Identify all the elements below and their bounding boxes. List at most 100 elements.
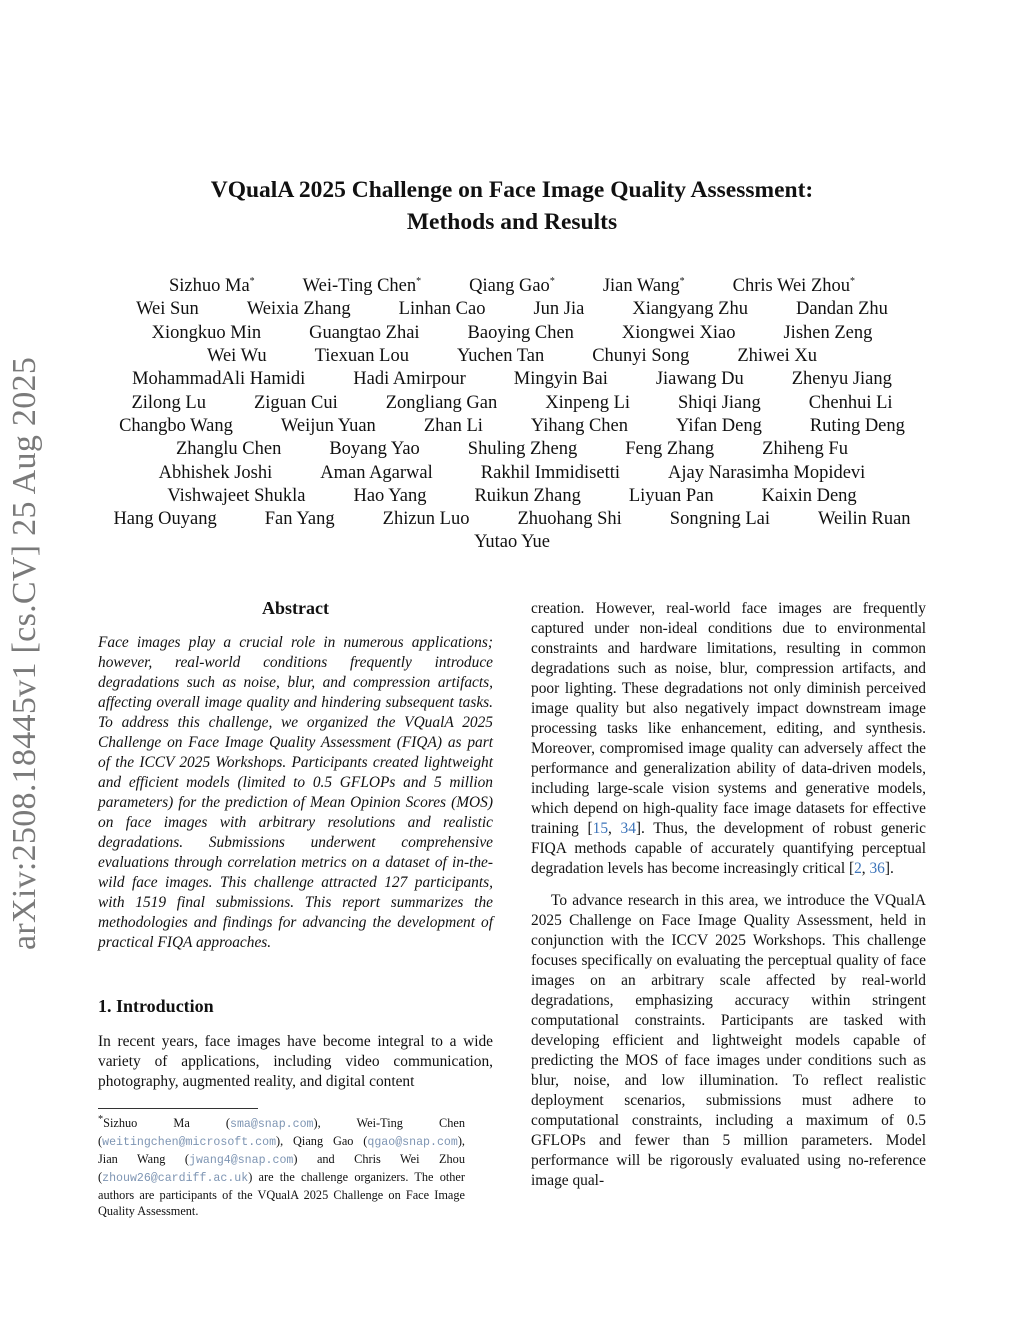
author-name: Hao Yang: [353, 485, 427, 506]
author-list: Sizhuo Ma* Wei-Ting Chen* Qiang Gao* Jian W…: [0, 270, 1024, 555]
email-link[interactable]: sma@snap.com: [230, 1118, 314, 1132]
author-name: Sizhuo Ma*: [168, 276, 255, 297]
intro-paragraph-continued: creation. However, real-world face image…: [531, 599, 926, 879]
author-name: Ruting Deng: [809, 415, 905, 436]
author-name: Jian Wang*: [602, 276, 685, 297]
right-column: creation. However, real-world face image…: [531, 599, 926, 1191]
text: ), Qiang Gao (: [276, 1134, 368, 1149]
text: ].: [884, 860, 894, 877]
email-link[interactable]: jwang4@snap.com: [189, 1154, 294, 1168]
author-name: Rakhil Immidisetti: [480, 462, 621, 483]
abstract-text: Face images play a crucial role in numer…: [98, 634, 493, 951]
author-name: Yifan Deng: [676, 415, 762, 436]
author-name: Jishen Zeng: [783, 322, 873, 343]
author-name: Songning Lai: [669, 509, 771, 530]
abstract-heading: Abstract: [262, 598, 329, 618]
email-link[interactable]: zhouw26@cardiff.ac.uk: [102, 1172, 249, 1186]
author-name: Zhuohang Shi: [517, 509, 622, 530]
email-link[interactable]: weitingchen@microsoft.com: [102, 1136, 277, 1150]
author-name: Yuchen Tan: [456, 346, 545, 367]
author-name: Shiqi Jiang: [678, 392, 761, 413]
text: Sizhuo Ma (: [103, 1116, 230, 1131]
author-name: Xiongkuo Min: [151, 322, 262, 343]
footnote: *Sizhuo Ma (sma@snap.com), Wei-Ting Chen…: [98, 1108, 465, 1219]
author-name: Linhan Cao: [398, 299, 486, 320]
author-name: Feng Zhang: [625, 439, 715, 460]
author-name: Changbo Wang: [119, 415, 233, 436]
footnote-mark: *: [98, 1114, 104, 1125]
author-name: Zhan Li: [423, 415, 483, 436]
author-name: Xiongwei Xiao: [621, 322, 736, 343]
author-name: Xinpeng Li: [545, 392, 631, 413]
section-heading-introduction: 1. Introduction: [98, 996, 214, 1016]
title-line: VQualA 2025 Challenge on Face Image Qual…: [210, 177, 814, 203]
author-name: Wei Sun: [136, 299, 199, 320]
author-name: Ruikun Zhang: [474, 485, 581, 506]
text: ,: [608, 820, 621, 837]
footnote-rule: [98, 1108, 258, 1109]
author-name: Jun Jia: [533, 299, 585, 320]
author-name: Chenhui Li: [808, 392, 893, 413]
text: ), Jian Wang (: [98, 1134, 465, 1167]
organizer-mark: *: [416, 276, 422, 287]
organizer-mark: *: [850, 276, 855, 287]
author-name: Hadi Amirpour: [353, 369, 466, 390]
author-name: Wei-Ting Chen*: [302, 276, 422, 297]
organizer-mark: *: [679, 276, 685, 287]
text: ), Wei-Ting Chen (: [98, 1116, 466, 1149]
author-name: Qiang Gao*: [469, 276, 555, 297]
author-name: Ajay Narasimha Mopidevi: [668, 462, 866, 483]
left-column: Abstract Face images play a crucial role…: [98, 597, 493, 1092]
author-name: MohammadAli Hamidi: [132, 369, 306, 390]
author-row: Sizhuo Ma* Wei-Ting Chen* Qiang Gao* Jian W…: [0, 270, 1024, 298]
author-name: Guangtao Zhai: [309, 322, 420, 343]
email-link[interactable]: qgao@snap.com: [367, 1136, 458, 1150]
author-name: Mingyin Bai: [513, 369, 608, 390]
text: ) are the challenge organizers. The othe…: [98, 1170, 465, 1219]
author-row: Xiongkuo Min Guangtao Zhai Baoying Chen Xio…: [0, 322, 1024, 345]
author-name: Fan Yang: [264, 509, 335, 530]
author-name: Zhenyu Jiang: [791, 369, 892, 390]
author-name: Boyang Yao: [329, 439, 420, 460]
author-name: Kaixin Deng: [761, 485, 857, 506]
author-name: Zhanglu Chen: [176, 439, 282, 460]
author-name: Vishwajeet Shukla: [167, 485, 306, 506]
author-name: Chris Wei Zhou*: [732, 276, 855, 297]
author-name: Abhishek Joshi: [158, 462, 273, 483]
author-name: Weijun Yuan: [280, 415, 376, 436]
citation-link[interactable]: 34: [620, 820, 636, 837]
author-name: Zhizun Luo: [382, 509, 470, 530]
text: ,: [861, 860, 870, 877]
author-row: Hang Ouyang Fan Yang Zhizun Luo Zhuohang Sh…: [0, 508, 1024, 531]
text: ) and Chris Wei Zhou (: [98, 1152, 465, 1185]
author-name: Jiawang Du: [655, 369, 744, 390]
author-row: Wei Sun Weixia Zhang Linhan Cao Jun Jia Xian…: [0, 298, 1024, 321]
title-line: Methods and Results: [406, 209, 618, 235]
author-name: Baoying Chen: [467, 322, 574, 343]
author-row: Zilong Lu Ziguan Cui Zongliang Gan Xinpeng …: [0, 392, 1024, 415]
citation-link[interactable]: 15: [592, 820, 609, 837]
author-name: Zhiheng Fu: [762, 439, 848, 460]
citation-link[interactable]: 2: [854, 860, 862, 877]
author-name: Xiangyang Zhu: [632, 299, 748, 320]
author-name: Ziguan Cui: [253, 392, 338, 413]
author-row: MohammadAli Hamidi Hadi Amirpour Mingyin B…: [0, 368, 1024, 391]
author-name: Shuling Zheng: [467, 439, 578, 460]
author-name: Tiexuan Lou: [314, 346, 409, 367]
citation-link[interactable]: 36: [869, 860, 885, 877]
author-row: Yutao Yue: [0, 531, 1024, 554]
author-row: Zhanglu Chen Boyang Yao Shuling Zheng Feng …: [0, 438, 1024, 461]
author-name: Zilong Lu: [131, 392, 206, 413]
author-row: Vishwajeet Shukla Hao Yang Ruikun Zhang Liy…: [0, 485, 1024, 508]
author-name: Weilin Ruan: [818, 509, 911, 530]
organizer-mark: *: [549, 276, 555, 287]
author-name: Weixia Zhang: [246, 299, 351, 320]
author-name: Yihang Chen: [530, 415, 629, 436]
author-row: Abhishek Joshi Aman Agarwal Rakhil Immidis…: [0, 462, 1024, 485]
author-name: Wei Wu: [206, 346, 267, 367]
author-name: Dandan Zhu: [795, 299, 888, 320]
author-name: Liyuan Pan: [628, 485, 714, 506]
intro-paragraph: To advance research in this area, we int…: [531, 892, 926, 1189]
author-name: Zhiwei Xu: [737, 346, 818, 367]
author-name: Hang Ouyang: [113, 509, 217, 530]
